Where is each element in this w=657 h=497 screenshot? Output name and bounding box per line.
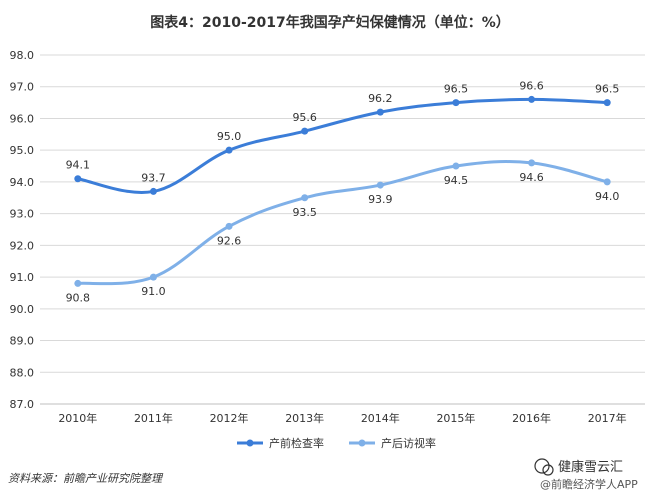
data-point — [225, 146, 233, 154]
data-label: 91.0 — [141, 285, 166, 298]
data-point — [452, 162, 460, 170]
data-label: 93.5 — [292, 206, 317, 219]
y-tick-label: 92.0 — [10, 239, 35, 252]
legend-label: 产前检查率 — [269, 436, 324, 450]
data-labels: 94.1 93.7 95.0 95.6 96.2 96.5 96.6 96.5 90.8 91.0… — [66, 79, 620, 304]
data-point — [528, 159, 536, 167]
data-point — [74, 279, 82, 287]
y-tick-label: 93.0 — [10, 208, 35, 221]
data-point — [603, 178, 611, 186]
data-label: 90.8 — [66, 291, 91, 304]
data-label: 96.6 — [519, 79, 544, 92]
data-label: 94.0 — [595, 190, 620, 203]
watermark-sub: @前瞻经济学人APP — [540, 477, 638, 491]
y-tick-label: 91.0 — [10, 271, 35, 284]
data-label: 95.6 — [292, 111, 317, 124]
x-tick-label: 2013年 — [285, 411, 324, 425]
y-tick-label: 88.0 — [10, 366, 35, 379]
data-point — [149, 273, 157, 281]
data-point — [528, 95, 536, 103]
legend-marker — [358, 439, 366, 447]
watermark-name: 健康雪云汇 — [558, 459, 623, 475]
x-tick-label: 2012年 — [210, 411, 249, 425]
data-point — [74, 175, 82, 183]
series-lines — [76, 97, 609, 286]
data-point — [452, 99, 460, 107]
x-tick-label: 2014年 — [361, 411, 400, 425]
grid-lines — [40, 54, 645, 405]
data-label: 96.5 — [595, 83, 620, 96]
y-tick-label: 89.0 — [10, 335, 35, 348]
legend-label: 产后访视率 — [381, 436, 436, 450]
y-tick-label: 94.0 — [10, 176, 35, 189]
data-label: 93.9 — [368, 193, 393, 206]
data-label: 95.0 — [217, 130, 242, 143]
data-point — [603, 99, 611, 107]
chart-title: 图表4：2010-2017年我国孕产妇保健情况（单位：%） — [150, 14, 510, 31]
series-line-2 — [76, 160, 609, 286]
source-note: 资料来源：前瞻产业研究院整理 — [8, 472, 164, 485]
data-label: 94.6 — [519, 171, 544, 184]
x-axis: 2010年 2011年 2012年 2013年 2014年 2015年 2016年 2017年 — [58, 411, 626, 425]
x-tick-label: 2016年 — [512, 411, 551, 425]
data-label: 94.5 — [444, 174, 469, 187]
data-point — [301, 127, 309, 135]
y-tick-label: 87.0 — [10, 398, 35, 411]
data-label: 94.1 — [66, 159, 91, 172]
data-point — [149, 187, 157, 195]
x-tick-label: 2010年 — [58, 411, 97, 425]
legend: 产前检查率 产后访视率 — [237, 436, 436, 450]
data-point — [376, 181, 384, 189]
data-label: 92.6 — [217, 234, 242, 247]
data-point — [376, 108, 384, 116]
watermark: 健康雪云汇 @前瞻经济学人APP — [534, 458, 638, 491]
data-label: 93.7 — [141, 171, 166, 184]
x-tick-label: 2015年 — [436, 411, 475, 425]
wechat-icon — [534, 458, 550, 474]
y-tick-label: 95.0 — [10, 144, 35, 157]
y-tick-label: 90.0 — [10, 303, 35, 316]
data-label: 96.5 — [444, 83, 469, 96]
data-point — [225, 222, 233, 230]
y-tick-label: 98.0 — [10, 49, 35, 62]
x-tick-label: 2017年 — [588, 411, 627, 425]
series-line-1 — [76, 97, 609, 194]
y-tick-label: 96.0 — [10, 112, 35, 125]
series-points — [74, 95, 611, 287]
y-tick-label: 97.0 — [10, 81, 35, 94]
y-axis: 87.0 88.0 89.0 90.0 91.0 92.0 93.0 94.0 95.0 96.0… — [10, 49, 35, 411]
wechat-icon-inner — [542, 464, 554, 476]
data-label: 96.2 — [368, 92, 393, 105]
data-point — [301, 194, 309, 202]
x-tick-label: 2011年 — [134, 411, 173, 425]
legend-marker — [246, 439, 254, 447]
